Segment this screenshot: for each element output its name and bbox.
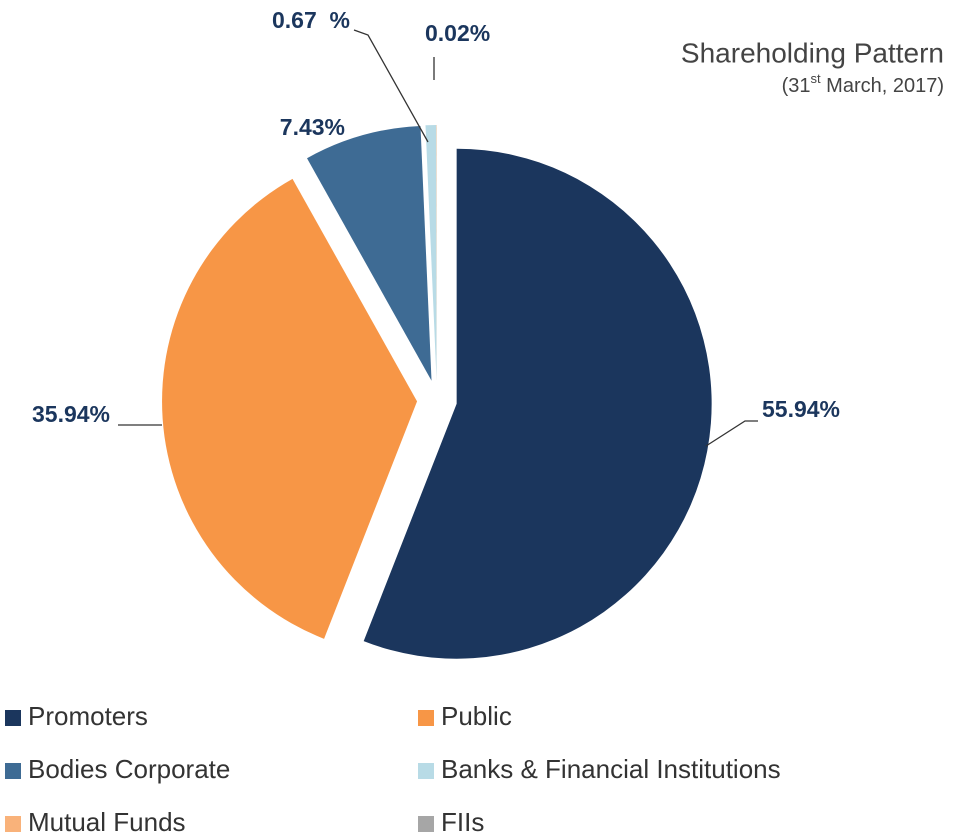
subtitle-sup: st	[810, 71, 821, 86]
legend-label: Public	[441, 701, 512, 731]
subtitle-part: (31	[782, 75, 811, 97]
legend-swatch	[5, 816, 21, 832]
legend-swatch	[418, 710, 434, 726]
legend-swatch	[5, 763, 21, 779]
pie-slice	[162, 178, 418, 639]
legend-swatch	[5, 710, 21, 726]
pie-slice	[307, 126, 432, 381]
data-label: 0.67 %	[272, 7, 350, 33]
pie-slice	[425, 125, 437, 381]
data-label: 35.94%	[32, 401, 110, 427]
legend-label: Bodies Corporate	[28, 754, 230, 784]
legend-label: Mutual Funds	[28, 807, 186, 837]
legend-label: Banks & Financial Institutions	[441, 754, 781, 784]
chart-subtitle: (31st March, 2017)	[782, 71, 944, 97]
legend-label: Promoters	[28, 701, 148, 731]
subtitle-part: March, 2017)	[821, 75, 944, 97]
data-label: 0.02%	[425, 20, 490, 46]
pie-slice	[363, 148, 712, 659]
legend-label: FIIs	[441, 807, 484, 837]
leader-line	[353, 29, 429, 143]
data-label: 55.94%	[762, 396, 840, 422]
legend-swatch	[418, 763, 434, 779]
chart-title: Shareholding Pattern	[681, 37, 944, 68]
data-label: 7.43%	[280, 114, 345, 140]
legend-swatch	[418, 816, 434, 832]
leader-line	[705, 420, 758, 447]
